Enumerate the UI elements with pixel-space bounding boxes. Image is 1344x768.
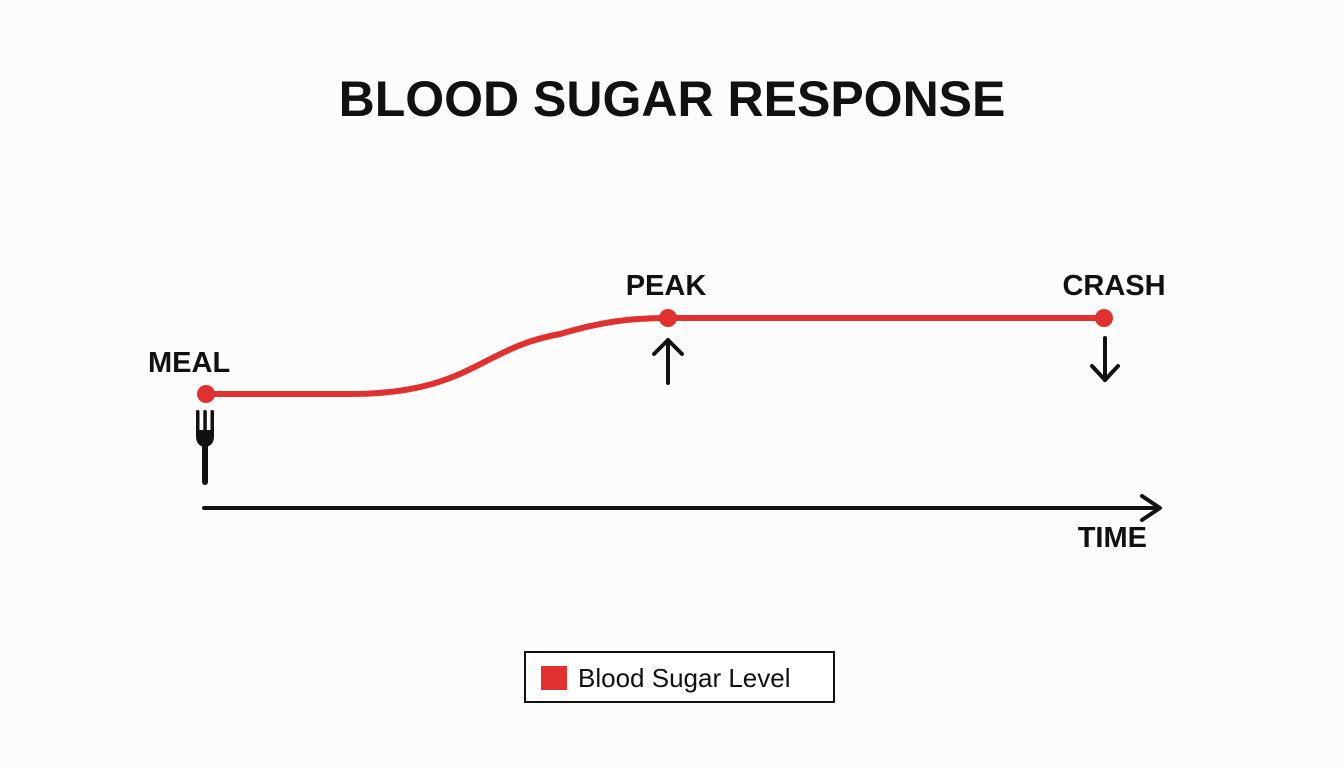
peak-label: PEAK bbox=[626, 270, 707, 302]
legend: Blood Sugar Level bbox=[524, 651, 835, 703]
fork-icon bbox=[196, 410, 214, 485]
legend-label-blood-sugar: Blood Sugar Level bbox=[578, 663, 790, 693]
crash-point bbox=[1095, 309, 1113, 327]
diagram-title: BLOOD SUGAR RESPONSE bbox=[339, 71, 1006, 127]
meal-point bbox=[197, 385, 215, 403]
arrow-down-icon bbox=[1090, 336, 1120, 382]
arrow-up-icon bbox=[652, 338, 684, 385]
meal-label: MEAL bbox=[148, 347, 230, 379]
time-axis-arrowhead bbox=[1140, 494, 1162, 522]
peak-point bbox=[659, 309, 677, 327]
legend-box bbox=[524, 651, 835, 703]
time-axis-label: TIME bbox=[1078, 522, 1147, 554]
crash-label: CRASH bbox=[1062, 270, 1165, 302]
legend-swatch-blood-sugar bbox=[541, 666, 567, 690]
blood-sugar-curve bbox=[203, 315, 1107, 397]
